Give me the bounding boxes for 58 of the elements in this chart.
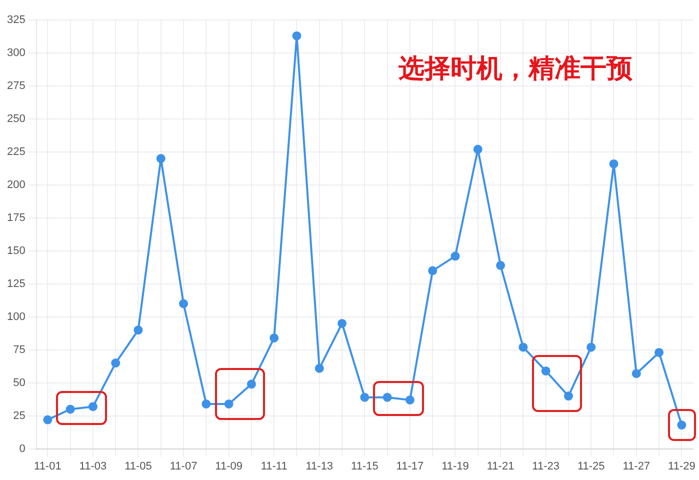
x-tick-label: 11-17: [396, 460, 424, 472]
point: [156, 154, 166, 164]
point: [428, 266, 438, 276]
x-tick-label: 11-29: [668, 460, 696, 472]
x-tick-label: 11-01: [34, 460, 62, 472]
point: [338, 318, 347, 328]
x-tick-label: 11-15: [351, 460, 378, 472]
point: [360, 392, 370, 402]
x-tick-label: 11-07: [170, 460, 198, 472]
point: [586, 342, 596, 352]
x-tick-label: 11-05: [124, 460, 152, 472]
x-tick-label: 11-19: [442, 460, 469, 472]
y-tick-label: 325: [6, 14, 26, 26]
x-tick-label: 11-27: [622, 460, 650, 472]
point: [654, 348, 664, 357]
point: [88, 402, 98, 412]
y-tick-label: 150: [6, 244, 26, 257]
y-tick-label: 50: [13, 376, 26, 389]
y-tick-label: 125: [6, 278, 26, 290]
point: [496, 260, 506, 270]
point: [111, 358, 120, 368]
y-tick-label: 200: [6, 178, 26, 191]
point: [564, 392, 573, 401]
point: [382, 392, 392, 402]
point: [66, 404, 75, 414]
point: [541, 366, 550, 376]
y-tick-label: 175: [6, 212, 26, 224]
y-tick-label: 25: [13, 410, 26, 422]
x-tick-label: 11-09: [215, 460, 242, 472]
x-tick-label: 11-11: [260, 460, 288, 472]
point: [224, 399, 234, 408]
point: [179, 299, 188, 308]
x-tick-label: 11-25: [577, 460, 605, 472]
point: [134, 326, 143, 335]
x-tick-label: 11-03: [79, 460, 107, 472]
point: [292, 31, 302, 40]
point: [270, 333, 279, 342]
point: [202, 399, 211, 408]
x-tick-label: 11-13: [306, 460, 334, 472]
y-tick-label: 75: [13, 344, 26, 356]
point: [473, 144, 482, 154]
point: [609, 159, 618, 168]
y-tick-label: 250: [6, 112, 26, 125]
point: [405, 395, 414, 404]
y-tick-label: 300: [6, 47, 26, 60]
x-tick-label: 11-23: [532, 460, 560, 472]
y-tick-label: 275: [6, 80, 26, 92]
point: [518, 342, 528, 352]
x-tick-label: 11-21: [486, 460, 514, 472]
y-tick-label: 100: [6, 310, 26, 323]
point: [450, 252, 460, 261]
y-tick-label: 0: [19, 442, 26, 455]
y-tick-label: 225: [6, 146, 26, 158]
annotation: 选择时机，精准干预: [398, 54, 633, 84]
point: [632, 369, 641, 378]
point: [43, 415, 52, 424]
point: [314, 364, 324, 373]
point: [246, 380, 256, 389]
